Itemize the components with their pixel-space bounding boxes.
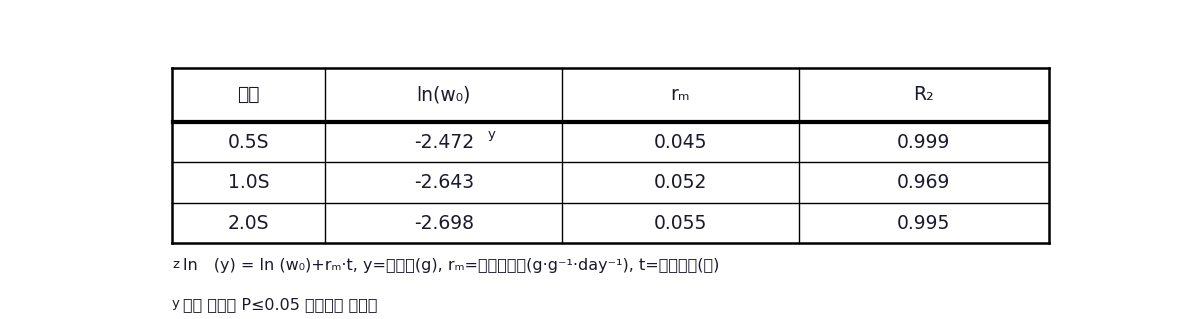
- Text: 0.055: 0.055: [654, 214, 707, 233]
- Text: -2.472: -2.472: [413, 133, 474, 152]
- Text: 모든 계수는 P≤0.05 수준에서 유의함: 모든 계수는 P≤0.05 수준에서 유의함: [183, 297, 378, 312]
- Text: -2.698: -2.698: [413, 214, 474, 233]
- Text: ln (y) = ln (w₀)+rₘ·t, y=건물중(g), rₘ=상대생장률(g·g⁻¹·day⁻¹), t=생육기간(일): ln (y) = ln (w₀)+rₘ·t, y=건물중(g), rₘ=상대생장…: [183, 258, 719, 273]
- Text: rₘ: rₘ: [671, 85, 691, 104]
- Text: 처리: 처리: [237, 85, 260, 104]
- Text: z: z: [172, 258, 179, 271]
- Text: y: y: [172, 297, 180, 310]
- Text: 2.0S: 2.0S: [227, 214, 269, 233]
- Text: 0.999: 0.999: [897, 133, 950, 152]
- Text: -2.643: -2.643: [413, 173, 474, 192]
- Text: 0.045: 0.045: [654, 133, 707, 152]
- Text: ln(w₀): ln(w₀): [417, 85, 470, 104]
- Text: R₂: R₂: [913, 85, 934, 104]
- Text: 0.052: 0.052: [654, 173, 707, 192]
- Text: 0.969: 0.969: [897, 173, 950, 192]
- Text: 0.5S: 0.5S: [227, 133, 269, 152]
- Text: 1.0S: 1.0S: [227, 173, 269, 192]
- Text: 0.995: 0.995: [897, 214, 950, 233]
- Text: y: y: [488, 128, 495, 141]
